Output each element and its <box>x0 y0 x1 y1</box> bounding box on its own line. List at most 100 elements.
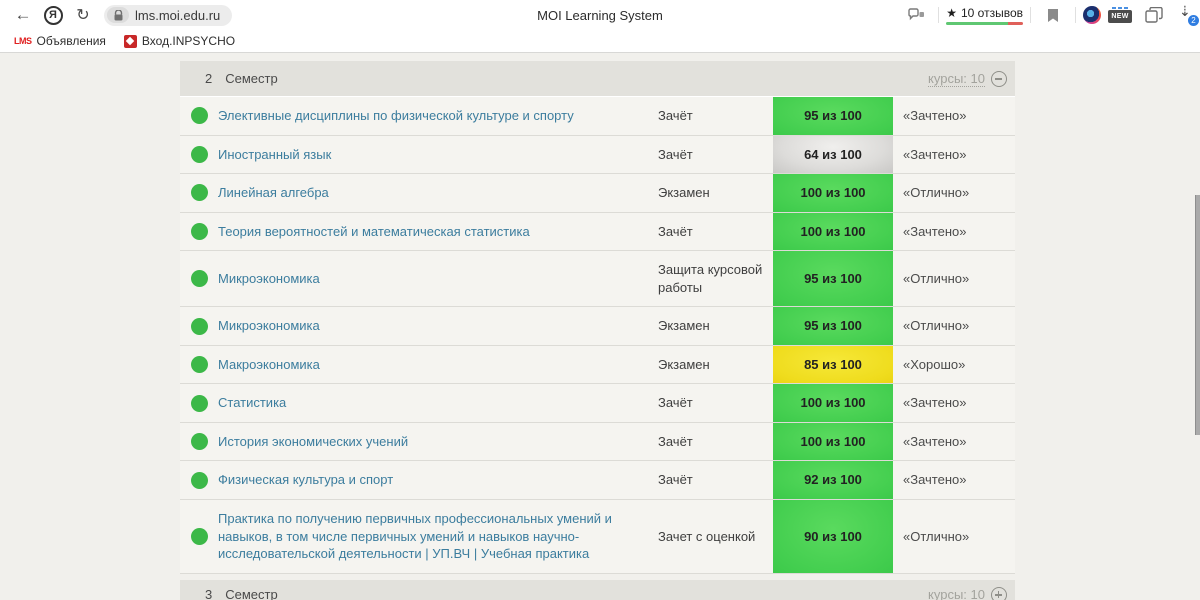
status-dot-cell <box>180 346 218 384</box>
table-row: Иностранный язык Зачёт 64 из 100 «Зачтен… <box>180 135 1015 175</box>
table-row: Макроэкономика Экзамен 85 из 100 «Хорошо… <box>180 345 1015 385</box>
back-button[interactable]: ← <box>14 5 32 24</box>
course-link[interactable]: Теория вероятностей и математическая ста… <box>218 223 530 239</box>
reviews-label: 10 отзывов <box>960 5 1023 20</box>
course-link[interactable]: Статистика <box>218 395 287 411</box>
grade-text: «Отлично» <box>903 185 970 201</box>
course-cell: Иностранный язык <box>218 136 658 174</box>
grades-content: 2 Семестр курсы: 10 Элективные дисциплин… <box>180 61 1015 600</box>
bookmark-item-inpsycho[interactable]: Вход.INPSYCHO <box>118 30 241 52</box>
expand-plus-icon[interactable] <box>991 586 1007 600</box>
score-cell: 95 из 100 <box>773 97 893 135</box>
downloads-button[interactable]: ⇣ 2 <box>1176 3 1200 27</box>
reviews-widget[interactable]: ★ 10 отзывов <box>946 6 1023 25</box>
semester-label: Семестр <box>225 587 278 600</box>
status-dot-cell <box>180 461 218 499</box>
table-row: Физическая культура и спорт Зачёт 92 из … <box>180 461 1015 501</box>
new-dashes-icon <box>1112 7 1128 9</box>
address-bar[interactable]: lms.moi.edu.ru <box>104 4 233 26</box>
courses-count-link[interactable]: курсы: 10 <box>928 587 985 600</box>
collapse-minus-icon[interactable] <box>991 70 1007 87</box>
grade-text: «Отлично» <box>903 528 970 544</box>
assessment-type: Зачёт <box>658 433 693 449</box>
grade-text: «Зачтено» <box>903 472 967 488</box>
status-dot-icon <box>190 471 208 489</box>
assessment-type: Зачёт <box>658 395 693 411</box>
collections-icon[interactable] <box>1139 2 1169 28</box>
semester-header-band: 2 Семестр курсы: 10 <box>180 61 1015 96</box>
assessment-type: Экзамен <box>658 185 710 201</box>
bookmark-item-announcements[interactable]: LMS Объявления <box>8 30 112 52</box>
yandex-logo-icon: Я <box>43 5 63 25</box>
refresh-button[interactable]: ↻ <box>76 7 90 24</box>
semester-number: 2 <box>205 71 213 86</box>
score-cell: 100 из 100 <box>773 422 893 461</box>
status-dot-cell <box>180 97 218 135</box>
toolbar-divider <box>938 7 940 23</box>
course-link[interactable]: Микроэкономика <box>218 318 320 334</box>
status-dot-icon <box>190 433 208 451</box>
status-dot-icon <box>190 107 208 125</box>
extension-browser-icon[interactable] <box>1083 6 1101 24</box>
course-link[interactable]: Макроэкономика <box>218 356 320 372</box>
assessment-type: Зачёт <box>658 146 693 162</box>
course-cell: Микроэкономика <box>218 251 658 306</box>
course-link[interactable]: История экономических учений <box>218 433 409 449</box>
new-feature-icon[interactable]: NEW <box>1108 7 1132 23</box>
yandex-browser-icon[interactable]: Я <box>38 2 68 28</box>
course-cell: Линейная алгебра <box>218 174 658 212</box>
status-dot-icon <box>190 394 208 412</box>
course-cell: Статистика <box>218 384 658 422</box>
table-row: Статистика Зачёт 100 из 100 «Зачтено» <box>180 384 1015 423</box>
bookmark-label: Вход.INPSYCHO <box>141 34 236 48</box>
course-link[interactable]: Линейная алгебра <box>218 185 329 201</box>
course-link[interactable]: Микроэкономика <box>218 270 320 286</box>
score-cell: 95 из 100 <box>773 307 893 345</box>
status-dot-icon <box>190 527 208 545</box>
table-row: Практика по получению первичных професси… <box>180 500 1015 574</box>
assessment-type: Защита курсовой работы <box>658 262 763 295</box>
grade-text: «Отлично» <box>903 270 970 286</box>
table-row: Линейная алгебра Экзамен 100 из 100 «Отл… <box>180 174 1015 213</box>
status-dot-cell <box>180 307 218 345</box>
status-dot-cell <box>180 384 218 422</box>
semester-label: Семестр <box>225 71 278 86</box>
toolbar-divider <box>1075 7 1076 23</box>
lock-icon[interactable] <box>107 7 129 23</box>
course-cell: Физическая культура и спорт <box>218 461 658 499</box>
browser-toolbar: ← Я ↻ lms.moi.edu.ru MOI Learning System… <box>0 0 1200 30</box>
vertical-scrollbar-thumb[interactable] <box>1195 195 1200 435</box>
reviews-rating-bar <box>946 21 1023 25</box>
course-cell: История экономических учений <box>218 423 658 461</box>
downloads-count-badge: 2 <box>1187 14 1200 27</box>
bookmark-label: Объявления <box>36 34 106 48</box>
grades-table: Элективные дисциплины по физической куль… <box>180 96 1015 574</box>
download-arrow-icon: ⇣ <box>1179 3 1191 19</box>
status-dot-cell <box>180 174 218 212</box>
course-cell: Макроэкономика <box>218 346 658 384</box>
score-cell: 100 из 100 <box>773 384 893 422</box>
grade-text: «Зачтено» <box>903 146 967 162</box>
semester-number: 3 <box>205 587 213 600</box>
course-link[interactable]: Иностранный язык <box>218 146 332 162</box>
grade-text: «Зачтено» <box>903 108 967 123</box>
course-link[interactable]: Физическая культура и спорт <box>218 472 394 488</box>
courses-count-link[interactable]: курсы: 10 <box>928 70 985 87</box>
grade-text: «Отлично» <box>903 318 970 334</box>
bookmarks-bar: LMS Объявления Вход.INPSYCHO <box>0 30 1200 53</box>
course-link[interactable]: Практика по получению первичных професси… <box>218 511 612 562</box>
bookmark-flag-icon[interactable] <box>1038 2 1068 28</box>
status-dot-cell <box>180 500 218 573</box>
status-dot-icon <box>190 184 208 202</box>
status-dot-cell <box>180 136 218 174</box>
grade-text: «Зачтено» <box>903 433 967 449</box>
new-badge-label: NEW <box>1108 10 1132 23</box>
annotations-icon[interactable] <box>901 2 931 28</box>
assessment-type: Экзамен <box>658 318 710 334</box>
course-cell: Микроэкономика <box>218 307 658 345</box>
score-cell: 100 из 100 <box>773 174 893 212</box>
inpsycho-favicon <box>123 34 137 48</box>
course-link[interactable]: Элективные дисциплины по физической куль… <box>218 108 574 123</box>
grade-text: «Зачтено» <box>903 395 967 411</box>
table-row: Элективные дисциплины по физической куль… <box>180 97 1015 136</box>
